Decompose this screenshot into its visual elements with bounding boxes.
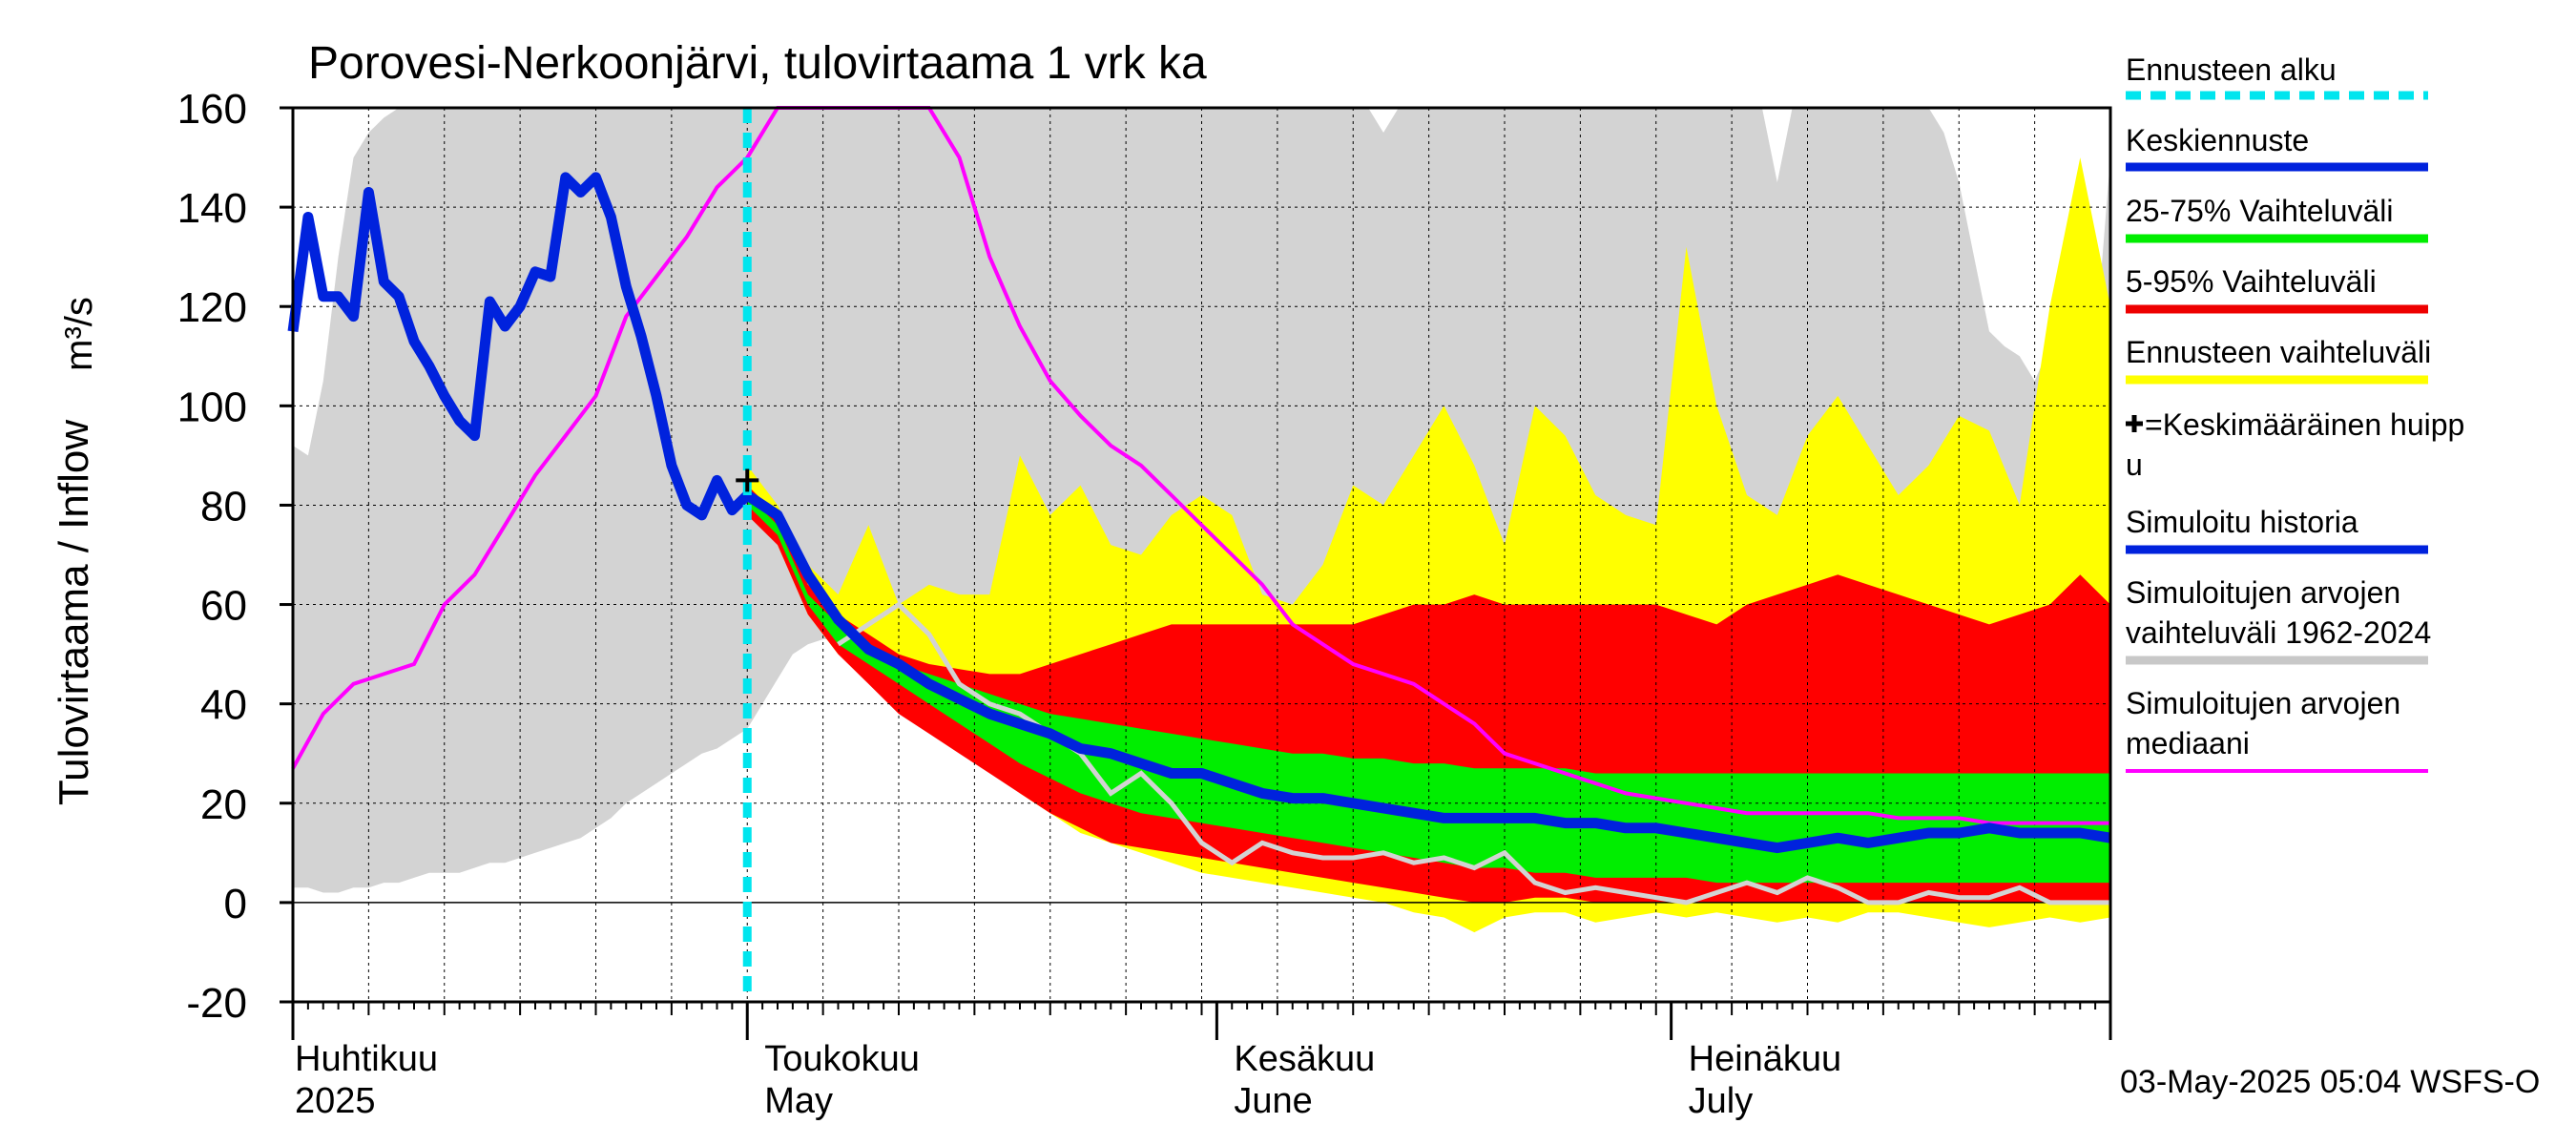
series-line-simulated-history <box>287 172 752 521</box>
y-axis-ticks: 160 140 120 100 80 60 40 20 0 -20 <box>177 86 293 1027</box>
legend-label: =Keskimääräinen huipp <box>2145 407 2464 442</box>
x-month-sublabel: July <box>1689 1081 1754 1121</box>
plot-area <box>287 106 2112 1004</box>
x-month-sublabel: 2025 <box>295 1081 376 1121</box>
band-25-75 <box>747 495 2110 884</box>
y-axis-label: Tulovirtaama / Inflow <box>51 420 97 806</box>
legend-label: Ennusteen alku <box>2126 52 2337 87</box>
x-month-label: Heinäkuu <box>1689 1039 1842 1079</box>
legend-item: 25-75% Vaihteluväli <box>2126 194 2428 243</box>
x-month-label: Kesäkuu <box>1234 1039 1375 1079</box>
legend-item: 5-95% Vaihteluväli <box>2126 264 2428 314</box>
x-month-sublabel: May <box>764 1081 833 1121</box>
legend-item: Simuloitu historia <box>2126 505 2428 554</box>
y-tick-label: 120 <box>177 284 247 331</box>
series-line-median <box>291 106 2110 825</box>
legend-label-line2: vaihteluväli 1962-2024 <box>2126 615 2431 650</box>
legend-label: Simuloitu historia <box>2126 505 2358 539</box>
x-month-label: Toukokuu <box>764 1039 920 1079</box>
legend-item: Simuloitujen arvojen vaihteluväli 1962-20… <box>2126 575 2431 665</box>
legend-label: 5-95% Vaihteluväli <box>2126 264 2377 299</box>
y-tick-label: 40 <box>200 682 247 729</box>
legend-label: 25-75% Vaihteluväli <box>2126 194 2393 228</box>
legend-label-line2: mediaani <box>2126 726 2250 760</box>
y-tick-label: 160 <box>177 86 247 133</box>
legend-label: Keskiennuste <box>2126 123 2309 157</box>
legend-item: Keskiennuste <box>2126 123 2428 172</box>
legend-label: Simuloitujen arvojen <box>2126 686 2400 720</box>
legend-label: Ennusteen vaihteluväli <box>2126 335 2431 369</box>
series-line-mean-forecast <box>744 490 2111 854</box>
legend: Ennusteen alku Keskiennuste 25-75% Vaihtel… <box>2126 52 2464 773</box>
legend-item: Ennusteen vaihteluväli <box>2126 335 2431 385</box>
legend-item: Ennusteen alku <box>2126 52 2428 100</box>
y-tick-label: 60 <box>200 583 247 630</box>
y-tick-label: 80 <box>200 483 247 530</box>
legend-label-line2: u <box>2126 448 2143 482</box>
y-tick-label: 140 <box>177 185 247 232</box>
x-month-sublabel: June <box>1234 1081 1312 1121</box>
y-tick-label: 100 <box>177 384 247 430</box>
y-tick-label: -20 <box>186 980 247 1027</box>
series-layer <box>293 108 2110 933</box>
y-tick-label: 20 <box>200 781 247 828</box>
x-month-label: Huhtikuu <box>295 1039 438 1079</box>
chart-title: Porovesi-Nerkoonjärvi, tulovirtaama 1 vr… <box>308 38 1207 89</box>
peak-marker <box>736 468 759 492</box>
legend-item: Simuloitujen arvojen mediaani <box>2126 686 2428 773</box>
lines-layer <box>287 106 2111 1002</box>
y-axis-unit: m³/s <box>58 297 100 371</box>
y-tick-label: 0 <box>224 881 247 927</box>
legend-label: Simuloitujen arvojen <box>2126 575 2400 610</box>
timestamp: 03-May-2025 05:04 WSFS-O <box>2120 1064 2540 1100</box>
